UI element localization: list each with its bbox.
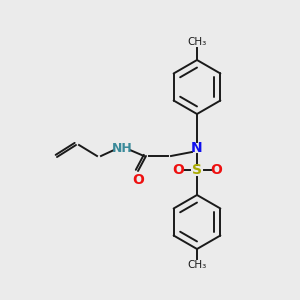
Text: O: O xyxy=(132,173,144,187)
Text: CH₃: CH₃ xyxy=(188,37,207,47)
Text: CH₃: CH₃ xyxy=(188,260,207,270)
Text: NH: NH xyxy=(112,142,132,154)
Text: S: S xyxy=(192,163,202,177)
Text: O: O xyxy=(172,163,184,177)
Text: O: O xyxy=(210,163,222,177)
Text: N: N xyxy=(191,141,203,155)
